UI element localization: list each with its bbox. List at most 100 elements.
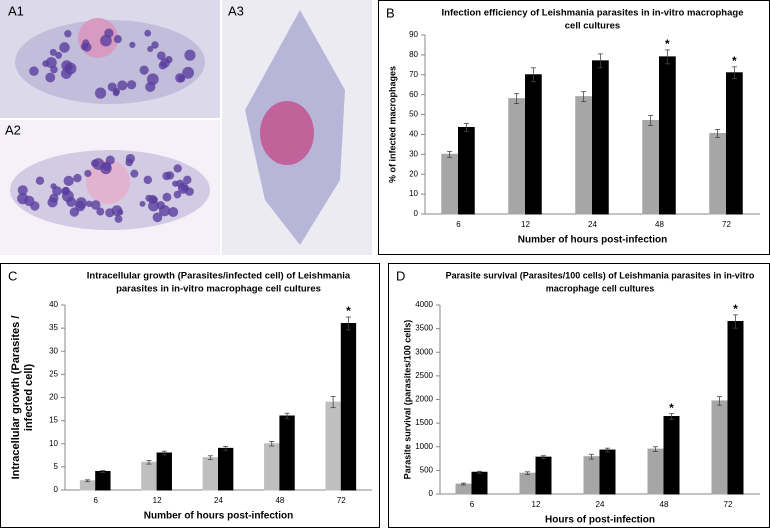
- parasite: [126, 80, 137, 90]
- y-tick-label: 4000: [415, 300, 433, 309]
- parasite: [145, 81, 156, 93]
- error-bar: [85, 479, 91, 483]
- bar: [264, 443, 280, 491]
- y-tick-label: 25: [49, 369, 58, 378]
- parasite: [52, 186, 62, 196]
- y-tick-label: 30: [409, 149, 418, 158]
- y-tick-label: 500: [420, 465, 434, 474]
- panel-frame: [378, 0, 770, 255]
- parasites: [17, 28, 196, 223]
- chart-title: Infection efficiency of Leishmania paras…: [442, 8, 744, 19]
- nucleus: [86, 160, 130, 204]
- x-tick-label: 48: [275, 496, 284, 505]
- x-tick-label: 24: [214, 496, 223, 505]
- parasite: [55, 51, 63, 59]
- parasite: [125, 158, 134, 167]
- bar: [711, 400, 728, 495]
- nucleus: [260, 101, 314, 165]
- bar: [663, 416, 680, 495]
- parasite: [64, 30, 72, 38]
- parasite: [144, 29, 152, 37]
- parasite: [84, 169, 92, 178]
- parasite: [92, 158, 105, 170]
- error-bar: [330, 396, 336, 409]
- error-bar: [597, 53, 603, 69]
- bar: [95, 471, 111, 491]
- y-tick-label: 2000: [415, 395, 433, 404]
- y-tick-label: 3000: [415, 347, 433, 356]
- bar: [325, 401, 341, 491]
- x-axis-label: Number of hours post-infection: [518, 235, 667, 246]
- error-bar: [477, 470, 482, 474]
- chart-title: parasites in in-vitro macrophage cell cu…: [116, 284, 321, 295]
- error-bar: [447, 150, 453, 158]
- y-tick-label: 80: [409, 50, 418, 59]
- parasite: [177, 74, 186, 83]
- parasite: [147, 45, 154, 53]
- parasite: [143, 175, 153, 185]
- parasite: [47, 197, 58, 208]
- y-tick-label: 70: [409, 70, 418, 79]
- significance-marker: *: [669, 401, 674, 415]
- x-tick-label: 12: [521, 220, 530, 229]
- bar: [709, 132, 726, 215]
- image-label: A1: [8, 3, 24, 18]
- chart-title: cell cultures: [565, 21, 620, 32]
- bar: [458, 126, 475, 215]
- error-bar: [461, 482, 466, 486]
- bar: [455, 483, 472, 495]
- y-tick-label: 1000: [415, 442, 433, 451]
- parasite: [45, 72, 56, 83]
- cell: [15, 20, 205, 104]
- parasite: [94, 87, 107, 99]
- bar: [508, 98, 525, 215]
- y-axis-label: % of infected macrophages: [387, 66, 397, 183]
- y-tick-label: 20: [409, 169, 418, 178]
- bar: [592, 60, 609, 215]
- parasite: [100, 34, 112, 47]
- parasite: [184, 49, 196, 61]
- parasite: [86, 200, 93, 208]
- chart-title: macrophage cell cultures: [546, 283, 655, 293]
- x-axis-label: Number of hours post-infection: [144, 511, 293, 522]
- bar: [156, 452, 172, 491]
- x-axis-label: Hours of post-infection: [545, 515, 655, 526]
- parasite: [61, 60, 73, 71]
- parasite: [117, 80, 128, 91]
- error-bar: [146, 459, 152, 465]
- error-bar: [715, 129, 721, 138]
- y-tick-label: 35: [49, 323, 58, 332]
- error-bar: [733, 314, 738, 329]
- chart-title: Parasite survival (Parasites/100 cells) …: [446, 270, 755, 280]
- parasite: [49, 48, 57, 56]
- parasite: [168, 207, 179, 218]
- parasite: [173, 190, 182, 199]
- parasite: [69, 207, 80, 217]
- error-bar: [581, 91, 587, 103]
- x-tick-label: 6: [470, 500, 475, 509]
- x-tick-label: 24: [588, 220, 597, 229]
- y-tick-label: 10: [49, 439, 58, 448]
- parasite: [157, 51, 166, 61]
- parasite: [113, 35, 122, 44]
- parasite: [80, 42, 89, 51]
- x-tick-label: 72: [724, 500, 733, 509]
- error-bar: [541, 455, 546, 459]
- panel-label: D: [396, 268, 405, 283]
- error-bar: [207, 455, 213, 460]
- bar: [726, 72, 743, 215]
- y-tick-label: 60: [409, 90, 418, 99]
- y-tick-label: 1500: [415, 418, 433, 427]
- bar: [141, 461, 157, 491]
- x-tick-label: 48: [660, 500, 669, 509]
- parasite: [139, 65, 149, 75]
- parasite: [160, 58, 170, 68]
- nucleus: [78, 18, 118, 58]
- bar: [583, 456, 600, 495]
- x-tick-label: 6: [93, 496, 98, 505]
- y-tick-label: 10: [409, 189, 418, 198]
- y-tick-label: 2500: [415, 371, 433, 380]
- error-bar: [605, 447, 610, 453]
- y-tick-label: 40: [409, 130, 418, 139]
